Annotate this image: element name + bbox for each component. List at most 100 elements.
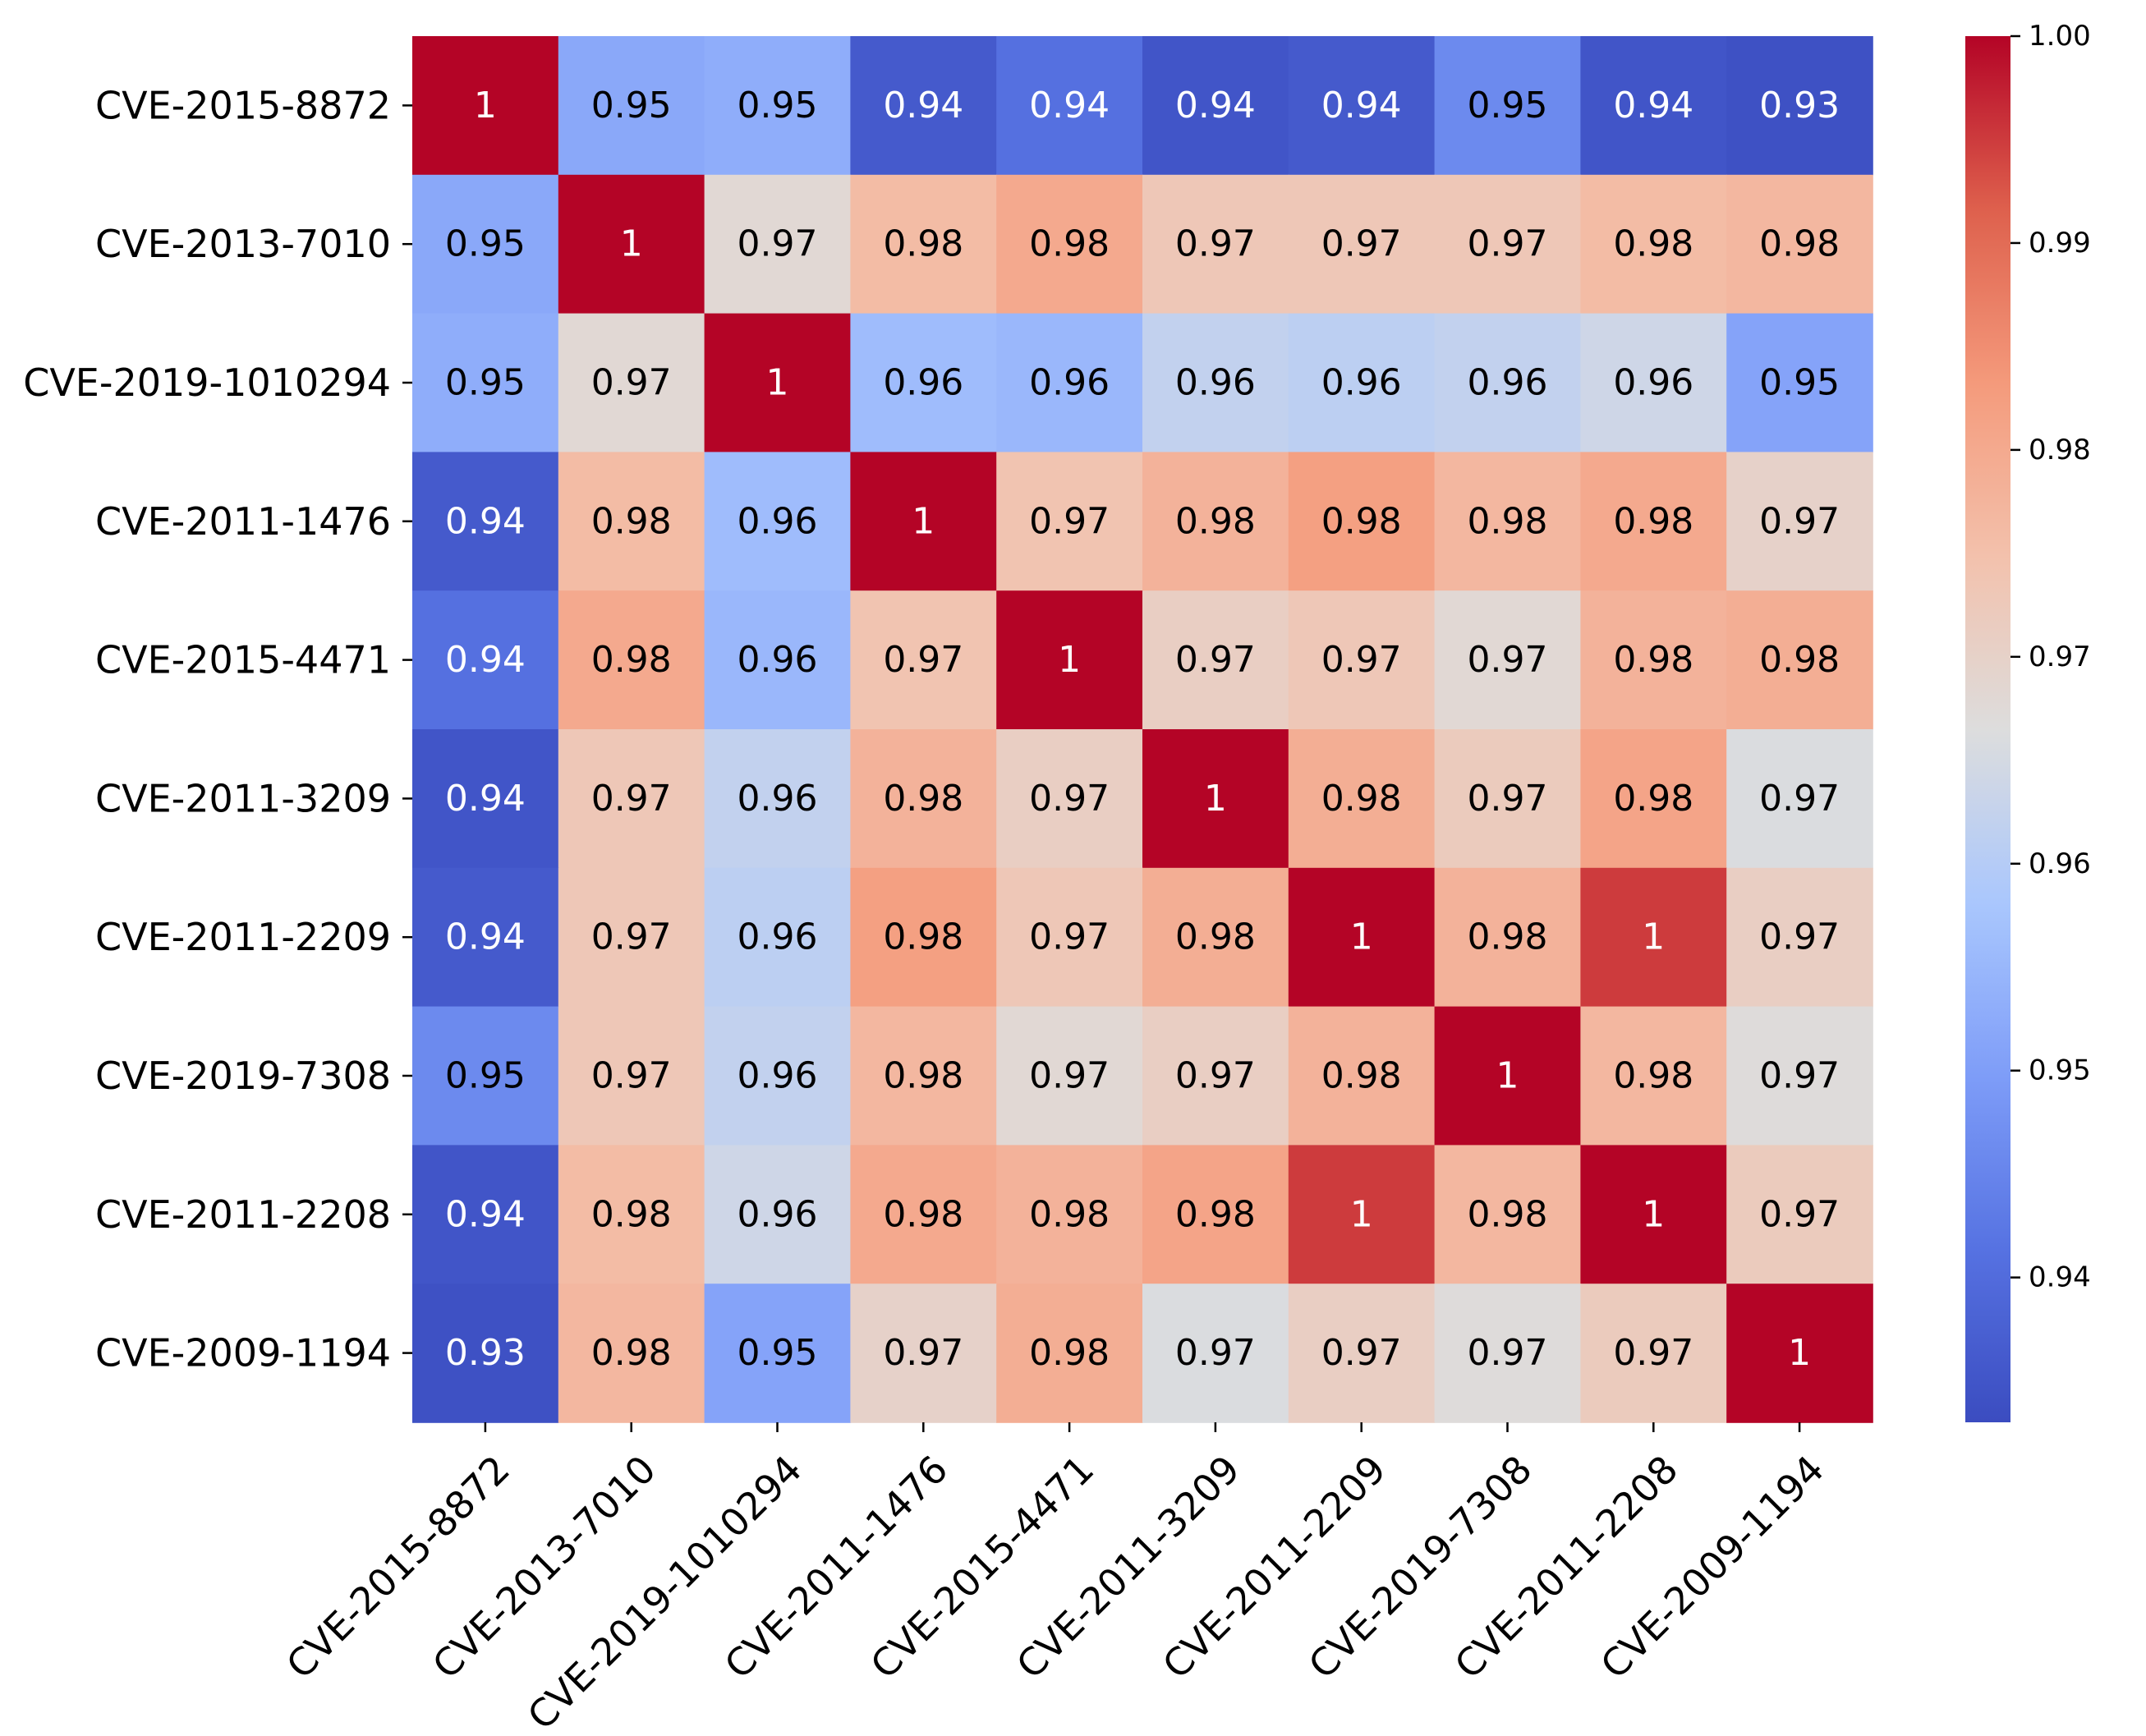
heatmap-cell-r2-c6 xyxy=(1288,313,1436,453)
heatmap-cell-label-r5-c6: 0.98 xyxy=(1321,778,1402,820)
heatmap-cell-label-r3-c8: 0.98 xyxy=(1613,500,1693,542)
heatmap-cell-label-r8-c8: 1 xyxy=(1642,1193,1665,1235)
heatmap-cell-label-r3-c2: 0.96 xyxy=(738,500,818,542)
heatmap-cell-label-r8-c2: 0.96 xyxy=(738,1193,818,1235)
heatmap-cell-r6-c5 xyxy=(1142,867,1289,1008)
heatmap-cell-r2-c8 xyxy=(1580,313,1727,453)
heatmap-cell-label-r0-c1: 0.95 xyxy=(591,85,672,126)
heatmap-cell-label-r3-c4: 0.97 xyxy=(1029,500,1110,542)
heatmap-cell-label-r0-c2: 0.95 xyxy=(738,85,818,126)
heatmap-cell-r5-c5 xyxy=(1142,729,1289,869)
heatmap-cell-label-r9-c4: 0.98 xyxy=(1029,1332,1110,1374)
heatmap-cell-r2-c1 xyxy=(558,313,705,453)
x-axis: CVE-2015-8872CVE-2013-7010CVE-2019-10102… xyxy=(278,1422,1832,1736)
heatmap-cell-r1-c5 xyxy=(1142,174,1289,315)
heatmap-cell-label-r9-c7: 0.97 xyxy=(1468,1332,1548,1374)
heatmap-cell-label-r0-c4: 0.94 xyxy=(1029,85,1110,126)
heatmap-cell-r1-c6 xyxy=(1288,174,1436,315)
heatmap-cell-label-r4-c7: 0.97 xyxy=(1468,639,1548,681)
heatmap-cell-r0-c8 xyxy=(1580,36,1727,176)
heatmap-cell-r8-c3 xyxy=(850,1145,997,1284)
heatmap-cell-r6-c4 xyxy=(996,867,1143,1008)
heatmap-cell-r9-c6 xyxy=(1288,1284,1436,1423)
heatmap-cell-r2-c5 xyxy=(1142,313,1289,453)
heatmap-cell-label-r3-c3: 1 xyxy=(912,500,935,542)
heatmap-cell-r7-c8 xyxy=(1580,1006,1727,1146)
heatmap-cell-label-r0-c0: 1 xyxy=(474,85,497,126)
heatmap-cell-r4-c8 xyxy=(1580,590,1727,730)
heatmap-cell-r8-c0 xyxy=(412,1145,559,1284)
heatmap-cell-r4-c5 xyxy=(1142,590,1289,730)
heatmap-cell-r4-c7 xyxy=(1434,590,1582,730)
heatmap-cell-r4-c2 xyxy=(704,590,852,730)
heatmap-cell-r3-c1 xyxy=(558,452,705,591)
heatmap-cell-label-r2-c0: 0.95 xyxy=(445,362,526,404)
heatmap-cell-r2-c9 xyxy=(1726,313,1873,453)
heatmap-cell-r0-c1 xyxy=(558,36,705,176)
heatmap-cell-label-r0-c9: 0.93 xyxy=(1759,85,1840,126)
heatmap-cell-r5-c4 xyxy=(996,729,1143,869)
heatmap-cell-label-r7-c3: 0.98 xyxy=(883,1055,963,1097)
heatmap-cell-r1-c4 xyxy=(996,174,1143,315)
heatmap-cell-label-r6-c8: 1 xyxy=(1642,916,1665,958)
heatmap-cell-label-r9-c8: 0.97 xyxy=(1613,1332,1693,1374)
heatmap-cell-label-r0-c7: 0.95 xyxy=(1468,85,1548,126)
heatmap-cell-label-r1-c4: 0.98 xyxy=(1029,223,1110,265)
heatmap-cell-r0-c2 xyxy=(704,36,852,176)
heatmap-cell-label-r2-c2: 1 xyxy=(766,362,789,404)
heatmap-cell-r4-c9 xyxy=(1726,590,1873,730)
heatmap-cell-r8-c5 xyxy=(1142,1145,1289,1284)
heatmap-cell-label-r7-c1: 0.97 xyxy=(591,1055,672,1097)
heatmap-cell-r5-c6 xyxy=(1288,729,1436,869)
y-tick-label: CVE-2013-7010 xyxy=(95,222,391,266)
heatmap-cell-label-r6-c2: 0.96 xyxy=(738,916,818,958)
heatmap-cell-r6-c2 xyxy=(704,867,852,1008)
heatmap-cell-label-r7-c2: 0.96 xyxy=(738,1055,818,1097)
heatmap-cell-r7-c7 xyxy=(1434,1006,1582,1146)
heatmap-cell-label-r6-c3: 0.98 xyxy=(883,916,963,958)
heatmap-cell-r0-c7 xyxy=(1434,36,1582,176)
y-tick-label: CVE-2015-8872 xyxy=(95,83,391,127)
heatmap-cell-label-r3-c7: 0.98 xyxy=(1468,500,1548,542)
heatmap-cell-r0-c6 xyxy=(1288,36,1436,176)
heatmap-cell-r3-c7 xyxy=(1434,452,1582,591)
heatmap-cell-r6-c9 xyxy=(1726,867,1873,1008)
heatmap-cell-label-r4-c4: 1 xyxy=(1058,639,1081,681)
heatmap-cell-label-r7-c0: 0.95 xyxy=(445,1055,526,1097)
heatmap-cell-r4-c4 xyxy=(996,590,1143,730)
heatmap-cell-r5-c7 xyxy=(1434,729,1582,869)
heatmap-cell-r9-c5 xyxy=(1142,1284,1289,1423)
heatmap-cell-label-r4-c8: 0.98 xyxy=(1613,639,1693,681)
colorbar-tick-label: 0.97 xyxy=(2029,641,2091,673)
heatmap-cell-label-r9-c5: 0.97 xyxy=(1175,1332,1256,1374)
colorbar-tick-label: 0.98 xyxy=(2029,434,2091,466)
heatmap-cell-label-r8-c0: 0.94 xyxy=(445,1193,526,1235)
heatmap-cell-label-r5-c0: 0.94 xyxy=(445,778,526,820)
heatmap-cell-label-r4-c1: 0.98 xyxy=(591,639,672,681)
heatmap-cell-r7-c0 xyxy=(412,1006,559,1146)
heatmap-cell-r7-c6 xyxy=(1288,1006,1436,1146)
y-tick-label: CVE-2011-2208 xyxy=(95,1192,391,1237)
heatmap-cell-r0-c5 xyxy=(1142,36,1289,176)
heatmap-cell-label-r3-c6: 0.98 xyxy=(1321,500,1402,542)
heatmap-cell-r3-c8 xyxy=(1580,452,1727,591)
heatmap-cell-label-r2-c8: 0.96 xyxy=(1613,362,1693,404)
heatmap-cell-label-r7-c8: 0.98 xyxy=(1613,1055,1693,1097)
heatmap-cell-label-r1-c9: 0.98 xyxy=(1759,223,1840,265)
heatmap-cell-r1-c7 xyxy=(1434,174,1582,315)
heatmap-cell-r6-c0 xyxy=(412,867,559,1008)
heatmap-cell-label-r4-c2: 0.96 xyxy=(738,639,818,681)
heatmap-cell-label-r5-c1: 0.97 xyxy=(591,778,672,820)
heatmap-cell-r4-c3 xyxy=(850,590,997,730)
heatmap-cell-label-r6-c9: 0.97 xyxy=(1759,916,1840,958)
heatmap-cell-r1-c0 xyxy=(412,174,559,315)
heatmap-cell-r3-c5 xyxy=(1142,452,1289,591)
colorbar-tick-label: 0.99 xyxy=(2029,227,2091,259)
heatmap-cell-label-r3-c9: 0.97 xyxy=(1759,500,1840,542)
heatmap-cell-label-r4-c9: 0.98 xyxy=(1759,639,1840,681)
heatmap-cell-r1-c3 xyxy=(850,174,997,315)
heatmap-cell-label-r6-c4: 0.97 xyxy=(1029,916,1110,958)
heatmap-cell-r9-c7 xyxy=(1434,1284,1582,1423)
heatmap-cell-r7-c3 xyxy=(850,1006,997,1146)
heatmap-cell-label-r3-c5: 0.98 xyxy=(1175,500,1256,542)
